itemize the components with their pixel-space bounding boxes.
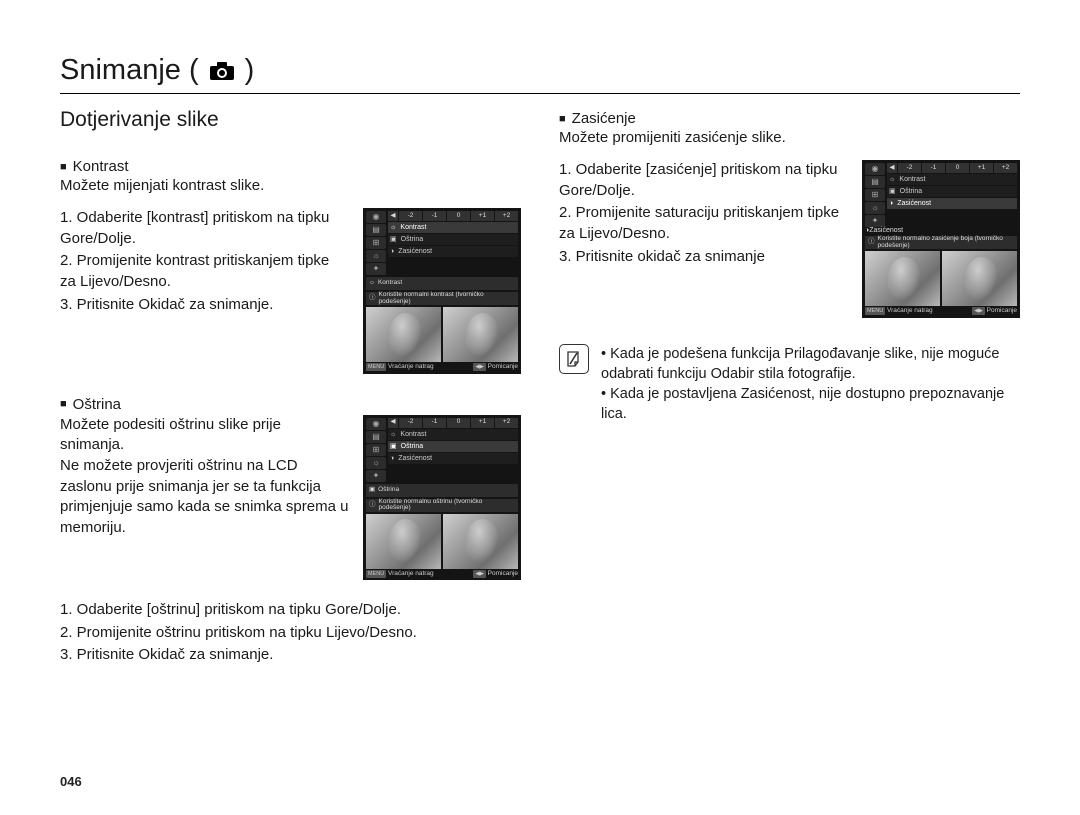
step: 3. Pritisnite Okidač za snimanje. [60,295,349,316]
row-icon: ◑ [390,248,394,255]
zasicenje-intro: Možete promijeniti zasićenje slike. [559,129,1020,146]
kontrast-section: ■ Kontrast Možete mijenjati kontrast slik… [60,158,521,374]
note-item: Kada je postavljena Zasićenost, nije dos… [601,384,1020,424]
lcd-thumb-ostrina: ◉▤⊞☼✦ ◀ -2-10+1+2 ☼Kontrast ▣Oštrina ◑Za… [363,415,521,581]
note-item: Kada je podešena funkcija Prilagođavanje… [601,344,1020,384]
step: 1. Odaberite [zasićenje] pritiskom na ti… [559,160,848,201]
ostrina-label: Oštrina [73,396,121,413]
zasicenje-steps: 1. Odaberite [zasićenje] pritiskom na ti… [559,160,848,267]
thumb-menu-icon: ◉ [366,211,386,223]
kontrast-intro: Možete mijenjati kontrast slike. [60,177,521,194]
page-number: 046 [60,774,82,789]
note-box: Kada je podešena funkcija Prilagođavanje… [559,344,1020,424]
bullet-icon: ■ [60,398,67,410]
step: 1. Odaberite [oštrinu] pritiskom na tipk… [60,600,521,621]
row-icon: ☼ [390,224,396,231]
step: 2. Promijenite oštrinu pritiskom na tipk… [60,623,521,644]
step: 2. Promijenite saturaciju pritiskanjem t… [559,203,848,244]
thumb-menu-icon: ⊞ [366,237,386,249]
lcd-thumb-kontrast: ◉ ▤ ⊞ ☼ ✦ ◀ -2-10+1+2 [363,208,521,374]
bullet-icon: ■ [60,161,67,173]
ostrina-intro2: Ne možete provjeriti oštrinu na LCD zasl… [60,456,349,539]
step: 3. Pritisnite Okidač za snimanje. [60,645,521,666]
ostrina-steps: 1. Odaberite [oštrinu] pritiskom na tipk… [60,600,521,666]
subtitle: Dotjerivanje slike [60,108,521,132]
right-column: ■ Zasićenje Možete promijeniti zasićenje … [559,100,1020,688]
ostrina-intro1: Možete podesiti oštrinu slike prije snim… [60,415,349,456]
scale-lead: ◀ [388,211,398,221]
title-text: Snimanje ( [60,54,199,87]
camera-icon [209,61,235,81]
row-icon: ▣ [390,236,397,243]
bullet-icon: ■ [559,113,566,125]
step: 2. Promijenite kontrast pritiskanjem tip… [60,251,349,292]
lcd-thumb-zasicenje: ◉▤⊞☼✦ ◀ -2-10+1+2 ☼Kontrast ▣Oštrina ◑Za… [862,160,1020,318]
step: 3. Pritisnite okidač za snimanje [559,247,848,268]
note-icon [559,344,589,374]
scale-row: ◀ -2-10+1+2 [388,211,518,221]
left-column: Dotjerivanje slike ■ Kontrast Možete mije… [60,100,521,688]
thumb-menu-icon: ✦ [366,263,386,275]
step: 1. Odaberite [kontrast] pritiskom na tip… [60,208,349,249]
kontrast-label: Kontrast [73,158,129,175]
thumb-menu-icon: ▤ [366,224,386,236]
ostrina-section: ■ Oštrina Možete podesiti oštrinu slike p… [60,396,521,667]
page-title: Snimanje ( ) [60,54,1020,94]
zasicenje-label: Zasićenje [572,110,636,127]
title-close: ) [245,54,255,87]
zasicenje-section: ■ Zasićenje Možete promijeniti zasićenje … [559,110,1020,318]
note-list: Kada je podešena funkcija Prilagođavanje… [601,344,1020,424]
thumb-menu-icon: ☼ [366,250,386,262]
info-icon: ⓘ [369,295,376,302]
kontrast-steps: 1. Odaberite [kontrast] pritiskom na tip… [60,208,349,315]
